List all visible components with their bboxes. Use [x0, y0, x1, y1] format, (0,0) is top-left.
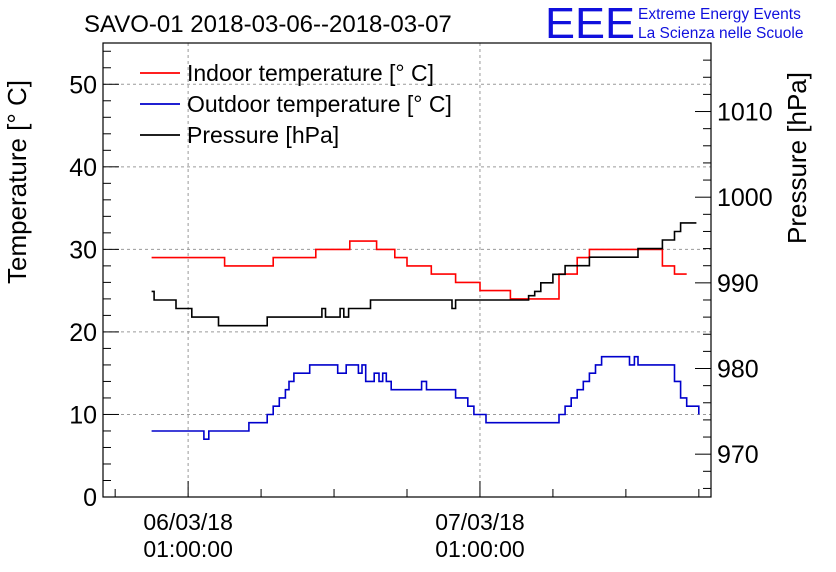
x-tick-label-time: 01:00:00	[143, 536, 233, 562]
y-axis-label: Temperature [° C]	[2, 80, 32, 284]
y-tick-label: 0	[83, 484, 97, 512]
x-tick-label-date: 07/03/18	[435, 509, 525, 535]
chart-title: SAVO-01 2018-03-06--2018-03-07	[84, 11, 452, 38]
y-tick-label: 50	[69, 71, 97, 99]
axes: 0102030405006/03/1801:00:0007/03/1801:00…	[69, 42, 773, 562]
y-tick-label: 20	[69, 319, 97, 347]
y2-tick-label: 970	[717, 441, 759, 469]
series-lines	[151, 222, 700, 441]
y2-tick-label: 980	[717, 356, 759, 384]
y2-axis-label: Pressure [hPa]	[782, 72, 812, 244]
series-line-1	[151, 355, 700, 441]
series-line-0	[151, 240, 687, 300]
y2-tick-label: 1000	[717, 184, 773, 212]
legend-label-1: Outdoor temperature [° C]	[187, 91, 452, 117]
legend-label-2: Pressure [hPa]	[187, 122, 339, 148]
eee-logo: EEE	[545, 0, 635, 48]
y-tick-label: 30	[69, 236, 97, 264]
y-tick-label: 10	[69, 401, 97, 429]
branding-line2: La Scienza nelle Scuole	[638, 25, 803, 42]
legend-label-0: Indoor temperature [° C]	[187, 60, 434, 86]
y-tick-label: 40	[69, 154, 97, 182]
y2-tick-label: 990	[717, 270, 759, 298]
x-tick-label-date: 06/03/18	[143, 509, 233, 535]
legend: Indoor temperature [° C] Outdoor temperat…	[140, 60, 452, 148]
branding-line1: Extreme Energy Events	[638, 6, 801, 23]
y2-tick-label: 1010	[717, 99, 773, 127]
x-tick-label-time: 01:00:00	[435, 536, 525, 562]
series-line-2	[151, 222, 697, 327]
